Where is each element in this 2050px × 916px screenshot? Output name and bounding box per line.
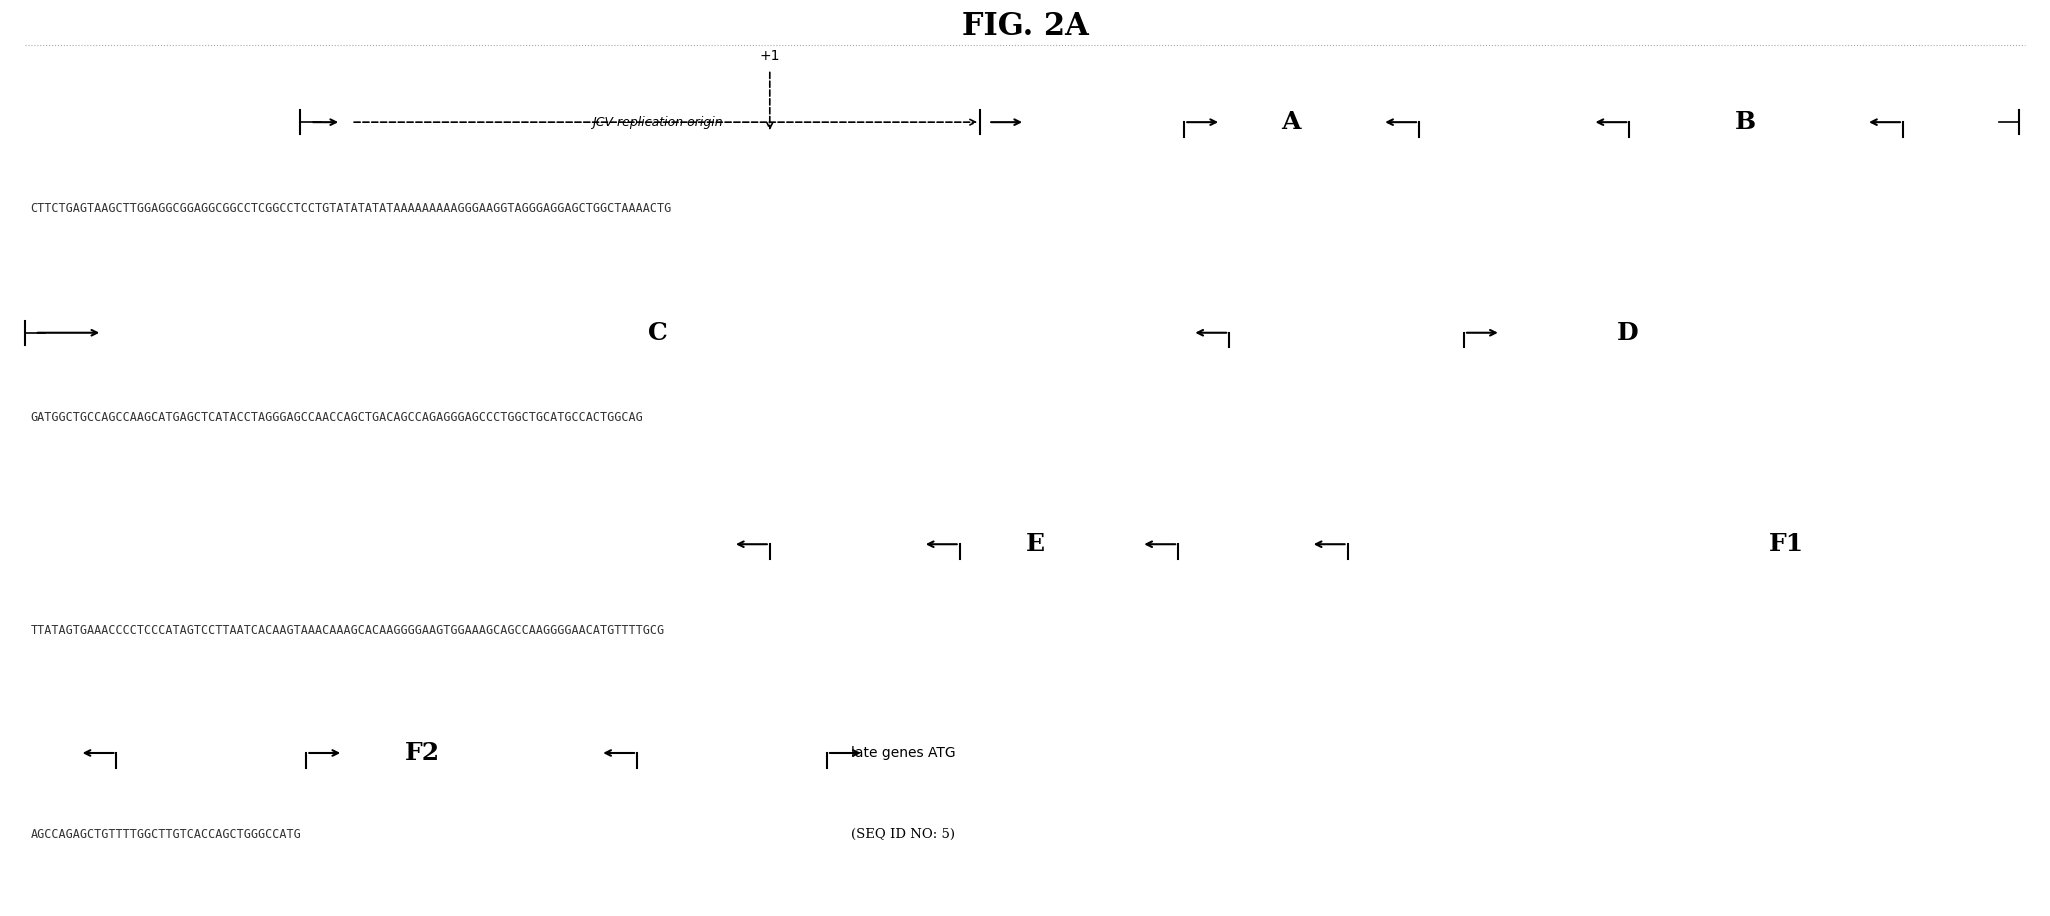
- Text: late genes ATG: late genes ATG: [851, 746, 955, 760]
- Text: E: E: [1025, 532, 1046, 556]
- Text: AGCCAGAGCTGTTTTGGCTTGTCACCAGCTGGGCCATG: AGCCAGAGCTGTTTTGGCTTGTCACCAGCTGGGCCATG: [31, 828, 301, 841]
- Text: C: C: [648, 321, 668, 344]
- Text: TTATAGTGAAACCCCTCCCATAGTCCTTAATCACAAGTAAACAAAGCACAAGGGGAAGTGGAAAGCAGCCAAGGGGAACA: TTATAGTGAAACCCCTCCCATAGTCCTTAATCACAAGTAA…: [31, 624, 664, 637]
- Text: D: D: [1617, 321, 1638, 344]
- Text: F2: F2: [406, 741, 441, 765]
- Text: +1: +1: [761, 49, 781, 63]
- Text: (SEQ ID NO: 5): (SEQ ID NO: 5): [851, 828, 955, 841]
- Text: CTTCTGAGTAAGCTTGGAGGCGGAGGCGGCCTCGGCCTCCTGTATATATATAAAAAAAAAGGGAAGGTAGGGAGGAGCTG: CTTCTGAGTAAGCTTGGAGGCGGAGGCGGCCTCGGCCTCC…: [31, 202, 672, 215]
- Text: A: A: [1281, 110, 1300, 134]
- Text: B: B: [1734, 110, 1757, 134]
- Text: FIG. 2A: FIG. 2A: [961, 11, 1089, 42]
- Text: JCV replication origin: JCV replication origin: [592, 115, 724, 128]
- Text: GATGGCTGCCAGCCAAGCATGAGCTCATACCTAGGGAGCCAACCAGCTGACAGCCAGAGGGAGCCCTGGCTGCATGCCAC: GATGGCTGCCAGCCAAGCATGAGCTCATACCTAGGGAGCC…: [31, 410, 644, 424]
- Text: F1: F1: [1769, 532, 1804, 556]
